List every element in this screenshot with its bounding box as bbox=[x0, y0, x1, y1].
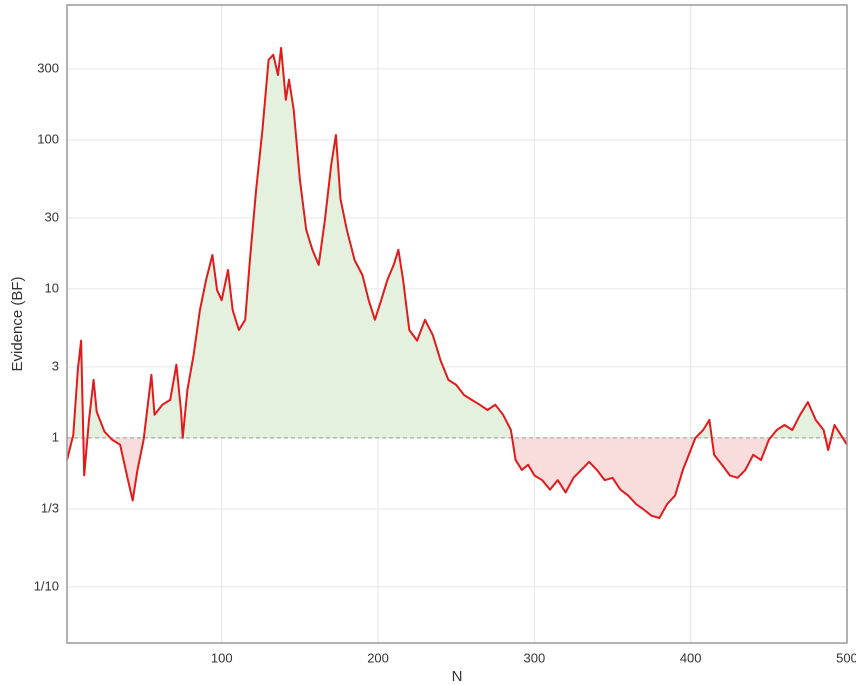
y-axis-label: Evidence (BF) bbox=[9, 276, 26, 371]
plot-area bbox=[67, 5, 847, 643]
area-above bbox=[67, 47, 847, 438]
y-tick-label: 100 bbox=[37, 131, 59, 146]
x-tick-label: 400 bbox=[680, 650, 702, 665]
x-tick-label: 100 bbox=[211, 650, 233, 665]
y-tick-label: 300 bbox=[37, 60, 59, 75]
y-tick-label: 3 bbox=[52, 358, 59, 373]
x-tick-label: 300 bbox=[524, 650, 546, 665]
y-tick-label: 10 bbox=[45, 280, 59, 295]
line bbox=[66, 46, 848, 519]
x-tick-label: 200 bbox=[367, 650, 389, 665]
x-tick-label: 500 bbox=[836, 650, 856, 665]
area-below bbox=[67, 437, 847, 518]
y-tick-label: 1/3 bbox=[41, 500, 59, 515]
y-tick-label: 30 bbox=[45, 209, 59, 224]
y-tick-label: 1 bbox=[52, 429, 59, 444]
plot-border bbox=[66, 4, 848, 644]
y-tick-label: 1/10 bbox=[34, 578, 59, 593]
x-axis-label: N bbox=[452, 668, 463, 685]
